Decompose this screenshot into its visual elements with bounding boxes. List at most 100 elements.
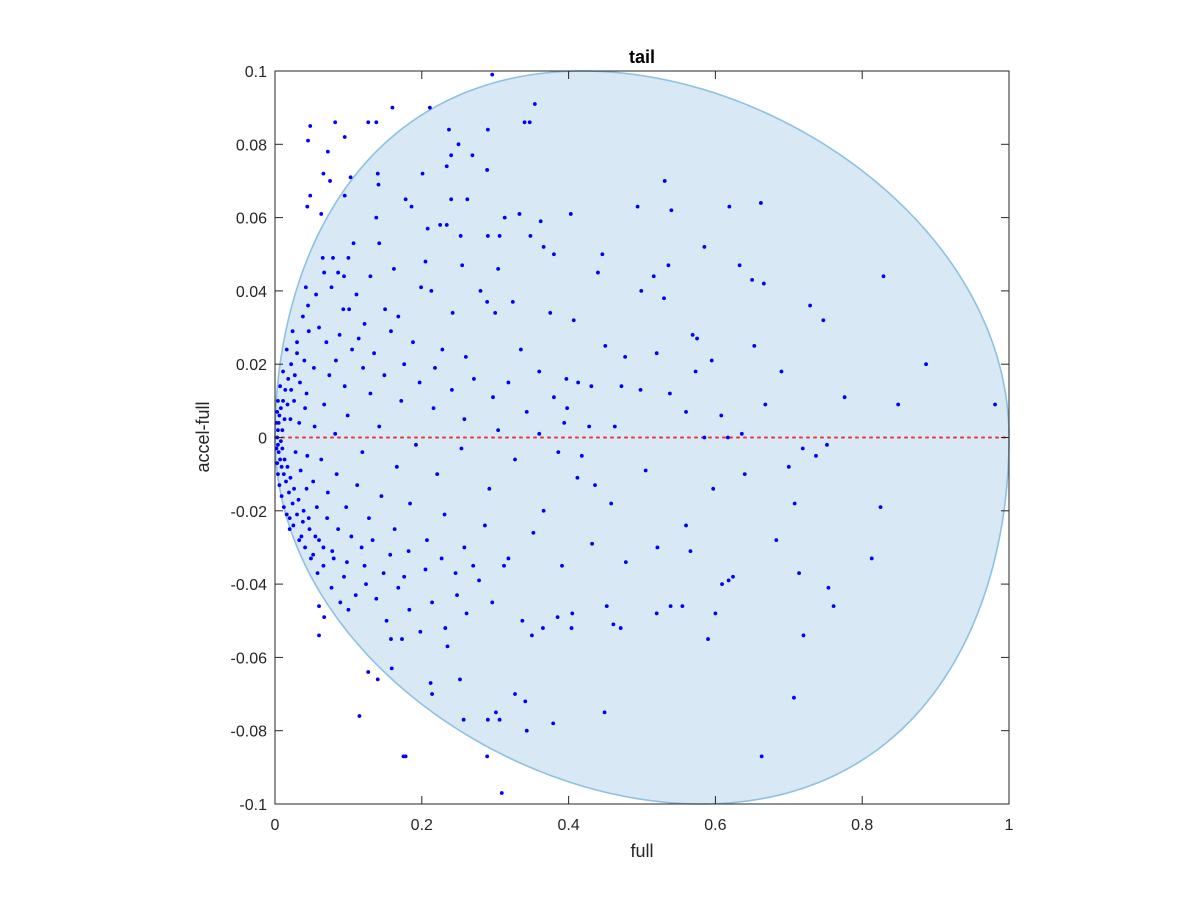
data-point xyxy=(435,472,440,477)
data-point xyxy=(655,545,660,550)
data-point xyxy=(329,285,334,290)
data-point xyxy=(420,171,425,176)
data-point xyxy=(556,450,561,455)
data-point xyxy=(314,292,318,297)
data-point xyxy=(349,534,354,539)
data-point xyxy=(285,402,290,407)
data-point xyxy=(461,717,466,722)
data-point xyxy=(485,299,490,304)
data-point xyxy=(470,153,475,158)
data-point xyxy=(596,270,600,275)
data-point xyxy=(357,714,362,718)
data-point xyxy=(360,450,365,455)
data-point xyxy=(381,571,386,576)
data-point xyxy=(713,611,718,616)
data-point xyxy=(319,457,324,462)
data-point xyxy=(801,633,806,638)
data-point xyxy=(565,406,570,411)
data-point xyxy=(742,472,747,477)
data-point xyxy=(345,413,350,418)
data-point xyxy=(389,666,394,671)
data-point xyxy=(487,486,492,491)
data-point xyxy=(334,358,338,363)
data-point xyxy=(331,556,336,561)
y-tick-label: 0 xyxy=(258,431,267,448)
x-tick-label: 0.6 xyxy=(704,817,726,834)
data-point xyxy=(797,571,801,576)
data-point xyxy=(562,420,567,425)
data-point xyxy=(433,365,437,370)
data-point xyxy=(292,373,297,378)
data-point xyxy=(774,538,779,543)
data-point xyxy=(275,409,280,414)
data-point xyxy=(303,285,308,290)
data-point xyxy=(497,717,502,722)
data-point xyxy=(612,424,617,429)
x-tick-label: 0.8 xyxy=(851,817,873,834)
data-point xyxy=(282,417,287,422)
data-point xyxy=(276,398,280,403)
data-point xyxy=(727,204,732,209)
data-point xyxy=(623,560,628,565)
data-point xyxy=(282,457,287,462)
data-point xyxy=(483,523,487,528)
data-point xyxy=(761,281,766,286)
data-point xyxy=(702,435,707,440)
y-tick-label: 0.08 xyxy=(236,137,267,154)
data-point xyxy=(638,387,643,392)
data-point xyxy=(702,245,707,249)
data-point xyxy=(348,175,353,180)
data-point xyxy=(390,105,395,110)
data-point xyxy=(720,582,724,586)
data-point xyxy=(402,362,407,367)
data-point xyxy=(277,483,282,488)
data-point xyxy=(301,508,306,513)
data-point xyxy=(342,574,346,579)
data-point xyxy=(399,398,404,403)
data-point xyxy=(295,512,299,517)
data-point xyxy=(896,402,901,407)
data-point xyxy=(418,629,423,634)
data-point xyxy=(287,490,291,495)
data-point xyxy=(455,593,459,597)
data-point xyxy=(372,351,376,356)
data-point xyxy=(759,754,764,759)
data-point xyxy=(276,472,280,477)
data-point xyxy=(407,607,412,612)
data-point xyxy=(560,563,564,568)
data-point xyxy=(506,556,511,561)
data-point xyxy=(654,611,659,616)
data-point xyxy=(354,292,359,297)
data-point xyxy=(731,574,735,579)
data-point xyxy=(541,626,545,630)
data-point xyxy=(709,358,714,363)
data-point xyxy=(792,695,796,700)
data-point xyxy=(993,402,997,407)
data-point xyxy=(924,362,928,367)
data-point xyxy=(353,593,358,597)
data-point xyxy=(532,102,537,106)
data-point xyxy=(450,310,455,315)
y-tick-label: -0.06 xyxy=(231,650,268,667)
data-point xyxy=(826,585,831,590)
data-point xyxy=(462,417,467,422)
data-point xyxy=(499,791,504,795)
data-point xyxy=(304,391,309,396)
data-point xyxy=(800,446,805,451)
data-point xyxy=(292,486,296,491)
data-point xyxy=(654,351,659,356)
data-point xyxy=(711,486,716,491)
data-point xyxy=(603,343,608,348)
data-point xyxy=(298,468,303,473)
data-point xyxy=(541,508,546,513)
data-point xyxy=(438,223,443,227)
data-point xyxy=(490,600,495,605)
data-point xyxy=(551,721,556,726)
data-point xyxy=(317,538,321,543)
data-point xyxy=(491,395,495,400)
data-point xyxy=(336,527,341,532)
data-point xyxy=(485,127,490,132)
data-point xyxy=(329,585,334,590)
data-point xyxy=(288,417,293,422)
data-point xyxy=(300,314,305,319)
